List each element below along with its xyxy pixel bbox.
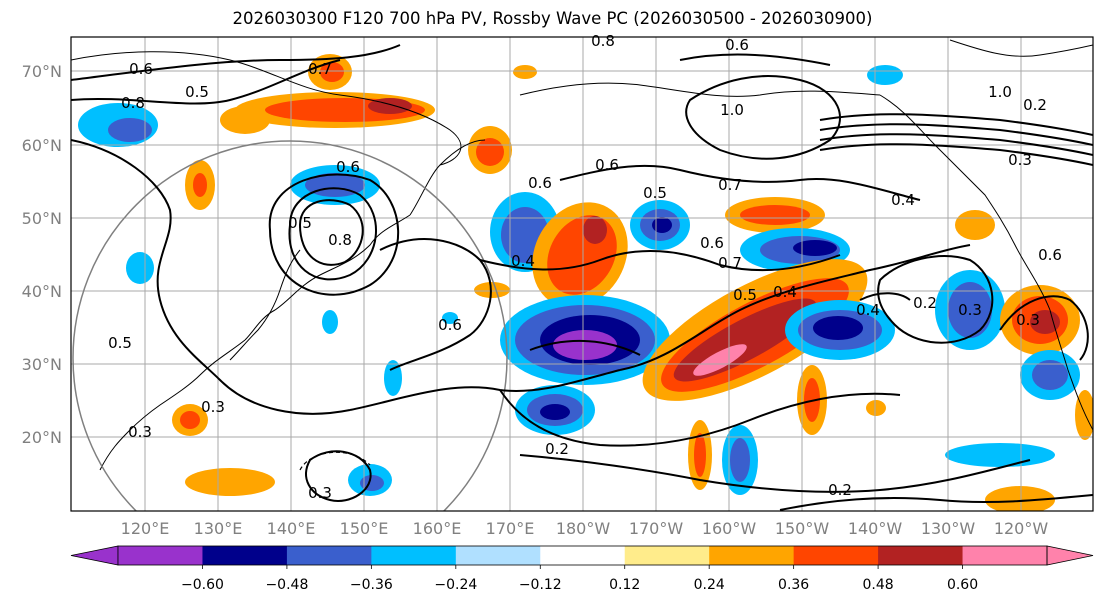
contour-label: 0.6 xyxy=(528,174,552,192)
colorbar-tick-label: 0.60 xyxy=(947,577,978,593)
graticule xyxy=(71,37,1093,511)
contour-label: 1.0 xyxy=(988,83,1012,101)
lat-tick-label: 50°N xyxy=(22,209,62,228)
colorbar-segment xyxy=(709,546,795,565)
contour-label: 0.4 xyxy=(891,191,915,209)
contour-label: 0.2 xyxy=(913,294,937,312)
contour-label: 0.3 xyxy=(1008,151,1032,169)
colorbar-tick-label: 0.12 xyxy=(609,577,640,593)
colorbar-tick-label: −0.48 xyxy=(265,577,308,593)
lat-tick-label: 40°N xyxy=(22,282,62,301)
colorbar-tick-label: −0.24 xyxy=(434,577,477,593)
colorbar-segment xyxy=(962,546,1048,565)
contour-label: 0.5 xyxy=(185,83,209,101)
colorbar: −0.60 −0.48 −0.36 −0.24 −0.12 0.12 0.24 0.36 0.4… xyxy=(70,545,1094,593)
colorbar-segment xyxy=(371,546,457,565)
contour-label: 0.2 xyxy=(1023,96,1047,114)
colorbar-tick-label: 0.36 xyxy=(778,577,809,593)
lon-tick-label: 150°W xyxy=(775,519,830,538)
contour-labels: 0.8 0.6 0.7 0.6 0.5 0.8 1.0 1.0 0.6 0.7 0.6 0.5 0.6 0… xyxy=(108,32,1062,502)
colorbar-segment xyxy=(878,546,964,565)
contour-label: 0.6 xyxy=(438,316,462,334)
contour-label: 0.3 xyxy=(201,398,225,416)
colorbar-extend-low xyxy=(70,545,119,566)
contour-label: 0.6 xyxy=(129,60,153,78)
colorbar-segment xyxy=(793,546,879,565)
lon-tick-label: 120°E xyxy=(121,519,170,538)
colorbar-segment xyxy=(455,546,541,565)
contour-label: 0.4 xyxy=(856,301,880,319)
lat-tick-label: 30°N xyxy=(22,355,62,374)
reference-circle xyxy=(72,140,508,511)
contour-label: 0.5 xyxy=(733,286,757,304)
lon-tick-label: 140°W xyxy=(848,519,903,538)
contour-label: 0.7 xyxy=(718,254,742,272)
lon-tick-label: 130°W xyxy=(921,519,976,538)
contour-label: 0.3 xyxy=(308,484,332,502)
contour-label: 0.5 xyxy=(643,184,667,202)
lon-tick-label: 170°W xyxy=(629,519,684,538)
pv-contour-dashed xyxy=(299,451,371,471)
colorbar-frame xyxy=(117,545,1048,566)
lat-tick-label: 20°N xyxy=(22,428,62,447)
contour-label: 0.7 xyxy=(718,176,742,194)
colorbar-tick-label: −0.60 xyxy=(181,577,224,593)
colorbar-segment xyxy=(118,546,203,565)
lon-tick-label: 180°W xyxy=(556,519,611,538)
colorbar-tick-label: −0.12 xyxy=(519,577,562,593)
lon-tick-label: 120°W xyxy=(994,519,1049,538)
colorbar-tick-label: −0.36 xyxy=(350,577,393,593)
lat-tick-label: 70°N xyxy=(22,62,62,81)
contour-label: 0.6 xyxy=(336,158,360,176)
lon-tick-label: 130°E xyxy=(194,519,243,538)
contour-label: 0.7 xyxy=(308,60,332,78)
colorbar-segment xyxy=(286,546,372,565)
contour-label: 0.6 xyxy=(1038,246,1062,264)
colorbar-extend-high xyxy=(1046,545,1094,566)
contour-label: 0.2 xyxy=(545,440,569,458)
contour-label: 0.3 xyxy=(1016,311,1040,329)
colorbar-tick-label: 0.24 xyxy=(694,577,725,593)
contour-label: 0.4 xyxy=(773,283,797,301)
contour-label: 0.6 xyxy=(595,156,619,174)
contour-label: 0.2 xyxy=(828,481,852,499)
map-frame xyxy=(70,36,1094,512)
contour-label: 1.0 xyxy=(720,101,744,119)
lon-tick-label: 140°E xyxy=(267,519,316,538)
colorbar-tick-label: 0.48 xyxy=(863,577,894,593)
contour-label: 0.8 xyxy=(328,231,352,249)
colorbar-segment xyxy=(202,546,288,565)
map-panel: 0.8 0.6 0.7 0.6 0.5 0.8 1.0 1.0 0.6 0.7 0.6 0.5 0.6 0… xyxy=(70,32,1094,512)
contour-label: 0.6 xyxy=(700,234,724,252)
longitude-axis: 120°E 130°E 140°E 150°E 160°E 170°E 180°W 170°W… xyxy=(121,519,1049,538)
coastlines xyxy=(71,39,1093,471)
contour-label: 0.3 xyxy=(128,423,152,441)
contour-label: 0.8 xyxy=(121,94,145,112)
contour-label: 0.3 xyxy=(958,301,982,319)
colorbar-segment xyxy=(540,546,626,565)
colorbar-segment xyxy=(624,546,710,565)
contour-label: 0.4 xyxy=(511,252,535,270)
contour-label: 0.6 xyxy=(725,36,749,54)
lon-tick-label: 160°E xyxy=(413,519,462,538)
lon-tick-label: 170°E xyxy=(486,519,535,538)
lon-tick-label: 160°W xyxy=(702,519,757,538)
lat-tick-label: 60°N xyxy=(22,136,62,155)
map-title: 2026030300 F120 700 hPa PV, Rossby Wave … xyxy=(232,9,873,28)
contour-label: 0.5 xyxy=(108,334,132,352)
contour-label: 0.5 xyxy=(288,214,312,232)
lon-tick-label: 150°E xyxy=(340,519,389,538)
pv-contours xyxy=(71,44,1093,511)
contour-label: 0.8 xyxy=(591,32,615,50)
latitude-axis: 70°N 60°N 50°N 40°N 30°N 20°N xyxy=(22,62,62,447)
